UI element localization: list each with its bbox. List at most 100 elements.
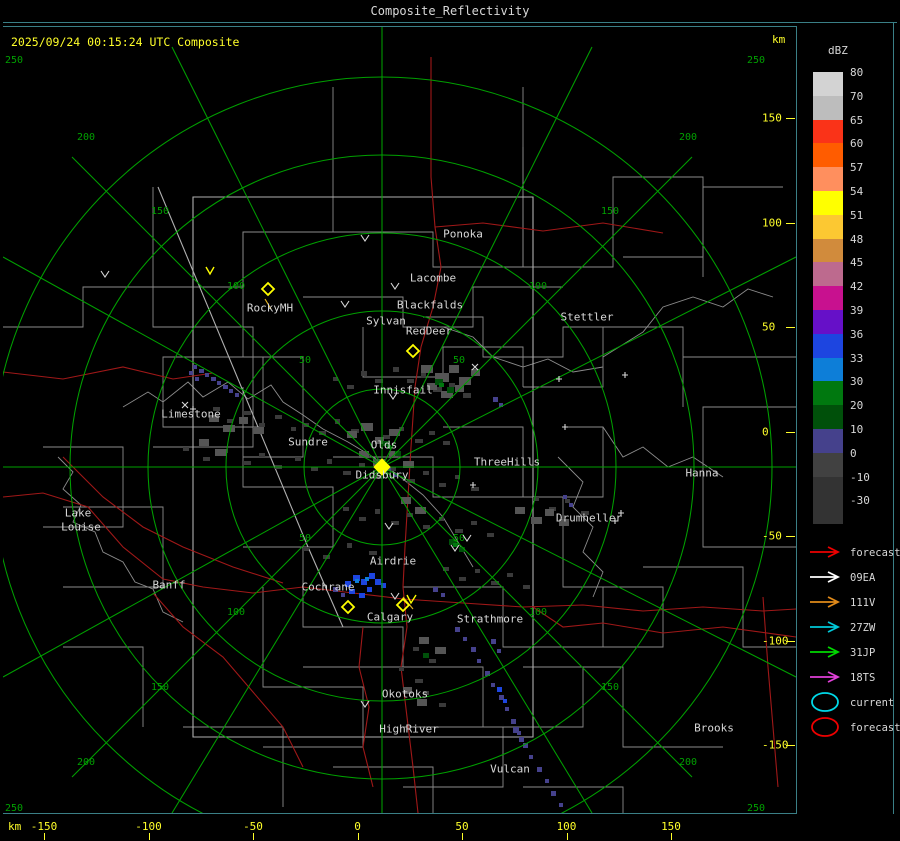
legend-label: forecast bbox=[850, 721, 900, 734]
colorbar-swatch[interactable] bbox=[813, 452, 843, 477]
x-tick-label: 150 bbox=[661, 820, 681, 833]
legend-row-forecast-0[interactable]: forecast bbox=[806, 540, 900, 565]
colorbar-title: dBZ bbox=[828, 44, 848, 57]
legend-row-current-6[interactable]: current bbox=[806, 690, 900, 715]
x-tick-mark bbox=[462, 833, 463, 840]
legend-row-09ea-1[interactable]: 09EA bbox=[806, 565, 900, 590]
svg-text:150: 150 bbox=[151, 206, 169, 217]
track-arrow-icon bbox=[810, 621, 841, 633]
colorbar-swatch[interactable] bbox=[813, 143, 843, 168]
colorbar-tick-label: 42 bbox=[850, 280, 864, 294]
radar-map-canvas[interactable]: 250 250 250 250 200 200 200 200 150 150 … bbox=[3, 27, 796, 813]
colorbar-swatch[interactable] bbox=[813, 476, 843, 501]
frame-line-map-right bbox=[796, 26, 797, 814]
legend-row-18ts-5[interactable]: 18TS bbox=[806, 665, 900, 690]
colorbar-swatch[interactable] bbox=[813, 119, 843, 144]
colorbar-swatch[interactable] bbox=[813, 333, 843, 358]
colorbar-tick-label: 70 bbox=[850, 89, 864, 103]
svg-text:50: 50 bbox=[453, 533, 465, 544]
storm-track-vectors bbox=[205, 266, 421, 615]
y-axis-unit: km bbox=[772, 33, 786, 46]
storm-track-legend[interactable]: forecast 09EA 111V 27ZW 31JP 18TS current forec… bbox=[806, 540, 900, 740]
colorbar-swatch[interactable] bbox=[813, 95, 843, 120]
svg-text:100: 100 bbox=[227, 281, 245, 292]
frame-line-far-right bbox=[893, 22, 894, 814]
svg-text:100: 100 bbox=[529, 281, 547, 292]
city-label-hanna: Hanna bbox=[685, 466, 719, 480]
city-label-limestone: Limestone bbox=[161, 407, 221, 421]
city-label-okotoks: Okotoks bbox=[381, 687, 429, 701]
legend-label: 18TS bbox=[850, 671, 876, 684]
city-label-innisfail: Innisfail bbox=[373, 383, 433, 397]
x-tick-mark bbox=[253, 833, 254, 840]
x-tick-label: -150 bbox=[30, 820, 58, 833]
city-label-stettler: Stettler bbox=[560, 310, 614, 324]
legend-row-27zw-3[interactable]: 27ZW bbox=[806, 615, 900, 640]
colorbar-swatch[interactable] bbox=[813, 309, 843, 334]
radial-spokes bbox=[3, 27, 796, 813]
svg-text:200: 200 bbox=[679, 757, 697, 768]
colorbar-tick-label: 20 bbox=[850, 399, 864, 413]
svg-text:250: 250 bbox=[5, 55, 23, 66]
legend-row-111v-2[interactable]: 111V bbox=[806, 590, 900, 615]
track-arrow-icon bbox=[810, 546, 841, 558]
svg-text:250: 250 bbox=[747, 803, 765, 813]
colorbar-tick-label: -10 bbox=[850, 470, 870, 484]
window-title-bar: Composite_Reflectivity bbox=[0, 0, 900, 22]
colorbar-swatch[interactable] bbox=[813, 72, 843, 96]
colorbar-swatch[interactable] bbox=[813, 286, 843, 310]
y-tick-label: 0 bbox=[762, 425, 769, 438]
storm-cell-markers bbox=[260, 281, 421, 615]
colorbar-swatch[interactable] bbox=[813, 262, 843, 287]
city-label-louise: Louise bbox=[61, 520, 101, 534]
x-tick-mark bbox=[671, 833, 672, 840]
city-label-didsbury: Didsbury bbox=[355, 468, 409, 482]
radar-map-panel[interactable]: 2025/09/24 00:15:24 UTC Composite bbox=[3, 27, 796, 813]
colorbar-swatch[interactable] bbox=[813, 405, 843, 429]
city-label-highriver: HighRiver bbox=[379, 722, 439, 736]
x-axis-unit: km bbox=[8, 820, 22, 833]
x-tick-label: 0 bbox=[354, 820, 361, 833]
svg-text:200: 200 bbox=[77, 757, 95, 768]
colorbar-swatch[interactable] bbox=[813, 238, 843, 263]
colorbar-swatch[interactable] bbox=[813, 214, 843, 239]
city-label-olds: Olds bbox=[370, 438, 398, 452]
colorbar-swatch[interactable] bbox=[813, 428, 843, 453]
y-tick-mark bbox=[786, 222, 795, 224]
dbz-colorbar[interactable] bbox=[813, 72, 843, 525]
colorbar-swatch[interactable] bbox=[813, 167, 843, 191]
y-tick-mark bbox=[786, 118, 795, 119]
colorbar-tick-label: 54 bbox=[850, 185, 864, 198]
x-tick-label: -100 bbox=[135, 820, 162, 833]
city-label-blackfalds: Blackfalds bbox=[396, 298, 464, 312]
y-tick-label: -50 bbox=[762, 529, 782, 543]
city-label-strathmore: Strathmore bbox=[456, 612, 524, 626]
y-tick-label: -150 bbox=[762, 738, 789, 752]
colorbar-swatch[interactable] bbox=[813, 381, 843, 406]
colorbar-swatch[interactable] bbox=[813, 357, 843, 382]
legend-row-31jp-4[interactable]: 31JP bbox=[806, 640, 900, 665]
city-label-calgary: Calgary bbox=[366, 610, 414, 624]
y-tick-mark bbox=[786, 745, 795, 746]
reflectivity-echoes bbox=[183, 365, 589, 807]
legend-row-forecast-7[interactable]: forecast bbox=[806, 715, 900, 740]
legend-label: 111V bbox=[850, 596, 876, 609]
track-arrow-icon bbox=[810, 571, 841, 583]
y-tick-label: -100 bbox=[762, 634, 789, 647]
x-tick-label: 50 bbox=[455, 820, 469, 833]
city-label-drumheller: Drumheller bbox=[555, 511, 623, 525]
svg-text:50: 50 bbox=[453, 355, 465, 366]
legend-label: 27ZW bbox=[850, 621, 876, 634]
frame-line-map-top bbox=[3, 26, 797, 27]
x-tick-mark bbox=[357, 833, 359, 840]
storm-ellipse-icon bbox=[811, 692, 839, 712]
colorbar-swatch[interactable] bbox=[813, 190, 843, 215]
city-label-threehills: ThreeHills bbox=[473, 455, 541, 469]
x-tick-mark bbox=[148, 833, 150, 840]
timestamp-label: 2025/09/24 00:15:24 UTC Composite bbox=[11, 35, 240, 49]
y-tick-label: 100 bbox=[762, 216, 782, 229]
colorbar-tick-label: 45 bbox=[850, 256, 864, 270]
x-tick-label: 100 bbox=[556, 820, 577, 833]
colorbar-swatch[interactable] bbox=[813, 500, 843, 525]
colorbar-tick-label: 80 bbox=[850, 66, 864, 79]
